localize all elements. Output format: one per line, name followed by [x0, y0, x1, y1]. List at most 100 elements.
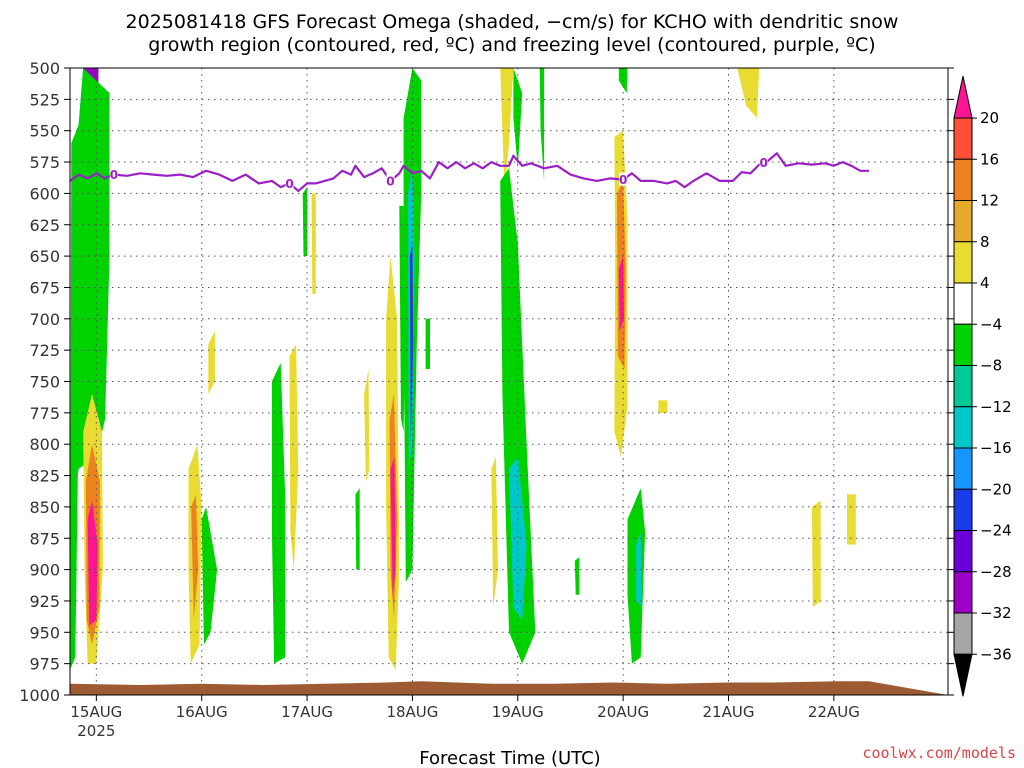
omega-region-35	[658, 400, 667, 413]
colorbar-label: −8	[980, 357, 1002, 375]
y-tick-label: 800	[29, 435, 60, 454]
omega-region-40	[302, 187, 308, 257]
freezing-label-bg-4	[759, 155, 768, 169]
y-axis: 500 525 550 575 600 625 650 675 700 725 750 775 800 8…	[19, 59, 954, 705]
x-axis-label: Forecast Time (UTC)	[419, 748, 600, 768]
x-tick-sublabel: 2025	[77, 722, 115, 740]
colorbar-swatch-13	[953, 612, 973, 655]
colorbar: 20 16 12 8 4 −4 −8 −12 −16 −20 −24 −28 −32 −36	[953, 75, 1012, 697]
y-tick-label: 550	[29, 122, 60, 141]
y-tick-label: 750	[29, 373, 60, 392]
y-tick-label: 850	[29, 498, 60, 517]
omega-region-34	[847, 494, 856, 545]
freezing-level-line	[70, 152, 869, 192]
y-tick-label: 700	[29, 310, 60, 329]
x-tick-label: 21AUG	[703, 703, 755, 721]
surface-terrain-fill	[70, 681, 948, 695]
omega-region-10	[208, 331, 215, 394]
colorbar-label: −16	[980, 439, 1012, 457]
colorbar-swatch-9	[953, 447, 973, 490]
y-tick-label: 575	[29, 153, 60, 172]
x-tick-label: 15AUG	[70, 703, 122, 721]
colorbar-label: 12	[980, 192, 999, 210]
colorbar-swatch-4	[953, 241, 973, 284]
chart-title-line-1: 2025081418 GFS Forecast Omega (shaded, −…	[126, 11, 899, 33]
y-tick-label: 525	[29, 90, 60, 109]
omega-region-22	[513, 68, 523, 169]
colorbar-label: −4	[980, 315, 1002, 333]
freezing-level-label: 0	[110, 168, 118, 182]
omega-region-6	[87, 500, 98, 626]
freezing-label-bg-1	[285, 176, 294, 190]
y-tick-label: 625	[29, 216, 60, 235]
colorbar-swatch-5	[953, 282, 973, 325]
freezing-level-label: 0	[386, 174, 394, 188]
y-tick-label: 675	[29, 278, 60, 297]
grid-lines	[70, 68, 948, 695]
x-tick-label: 22AUG	[808, 703, 860, 721]
freezing-level-label: 0	[619, 173, 627, 187]
freezing-label-bg-3	[619, 172, 628, 186]
omega-region-13	[364, 369, 370, 482]
colorbar-label: 20	[980, 109, 999, 127]
y-tick-label: 650	[29, 247, 60, 266]
omega-region-39	[425, 318, 430, 369]
colorbar-label: −24	[980, 522, 1012, 540]
x-tick-label: 19AUG	[492, 703, 544, 721]
colorbar-swatch-3	[953, 200, 973, 243]
freezing-label-bg-2	[386, 173, 395, 187]
colorbar-swatch-10	[953, 488, 973, 531]
x-tick-label: 20AUG	[597, 703, 649, 721]
y-tick-label: 975	[29, 655, 60, 674]
y-tick-label: 600	[29, 184, 60, 203]
colorbar-label: −36	[980, 645, 1012, 663]
chart-title-line-2: growth region (contoured, red, ºC) and f…	[148, 34, 875, 56]
x-tick-label: 17AUG	[281, 703, 333, 721]
y-tick-label: 725	[29, 341, 60, 360]
colorbar-label: −20	[980, 480, 1012, 498]
y-tick-label: 875	[29, 529, 60, 548]
freezing-level-contour: 0 0 0 0 0	[70, 152, 869, 192]
y-tick-label: 950	[29, 623, 60, 642]
colorbar-swatch-1	[953, 117, 973, 160]
y-tick-label: 900	[29, 561, 60, 580]
omega-region-24	[509, 456, 527, 620]
omega-shading	[70, 68, 856, 670]
omega-region-9	[201, 506, 218, 645]
colorbar-swatch-0	[953, 75, 973, 119]
omega-region-3	[70, 68, 110, 670]
omega-region-38	[355, 488, 360, 570]
colorbar-label: 4	[980, 274, 990, 292]
surface-terrain	[70, 681, 948, 695]
colorbar-label: 8	[980, 233, 990, 251]
omega-region-28	[618, 256, 624, 332]
omega-region-37	[539, 68, 545, 181]
omega-region-41	[311, 193, 316, 294]
omega-region-33	[811, 500, 821, 608]
colorbar-label: −12	[980, 398, 1012, 416]
colorbar-swatch-14	[953, 653, 973, 697]
colorbar-swatch-12	[953, 571, 973, 614]
omega-region-23	[500, 168, 536, 664]
omega-region-36	[574, 557, 580, 595]
y-tick-label: 1000	[19, 686, 60, 705]
colorbar-swatch-7	[953, 365, 973, 408]
freezing-label-bg-0	[109, 167, 118, 181]
omega-region-17	[390, 456, 396, 595]
x-tick-label: 18AUG	[386, 703, 438, 721]
y-tick-label: 825	[29, 467, 60, 486]
omega-region-31	[636, 532, 642, 608]
colorbar-swatch-8	[953, 406, 973, 449]
colorbar-label: −32	[980, 604, 1012, 622]
omega-region-12	[289, 343, 299, 570]
y-tick-label: 500	[29, 59, 60, 78]
y-tick-label: 925	[29, 592, 60, 611]
freezing-level-label: 0	[759, 156, 767, 170]
y-tick-label: 775	[29, 404, 60, 423]
watermark-text: coolwx.com/models	[862, 744, 1016, 762]
colorbar-swatch-2	[953, 158, 973, 201]
x-tick-label: 16AUG	[176, 703, 228, 721]
freezing-level-label: 0	[285, 177, 293, 191]
